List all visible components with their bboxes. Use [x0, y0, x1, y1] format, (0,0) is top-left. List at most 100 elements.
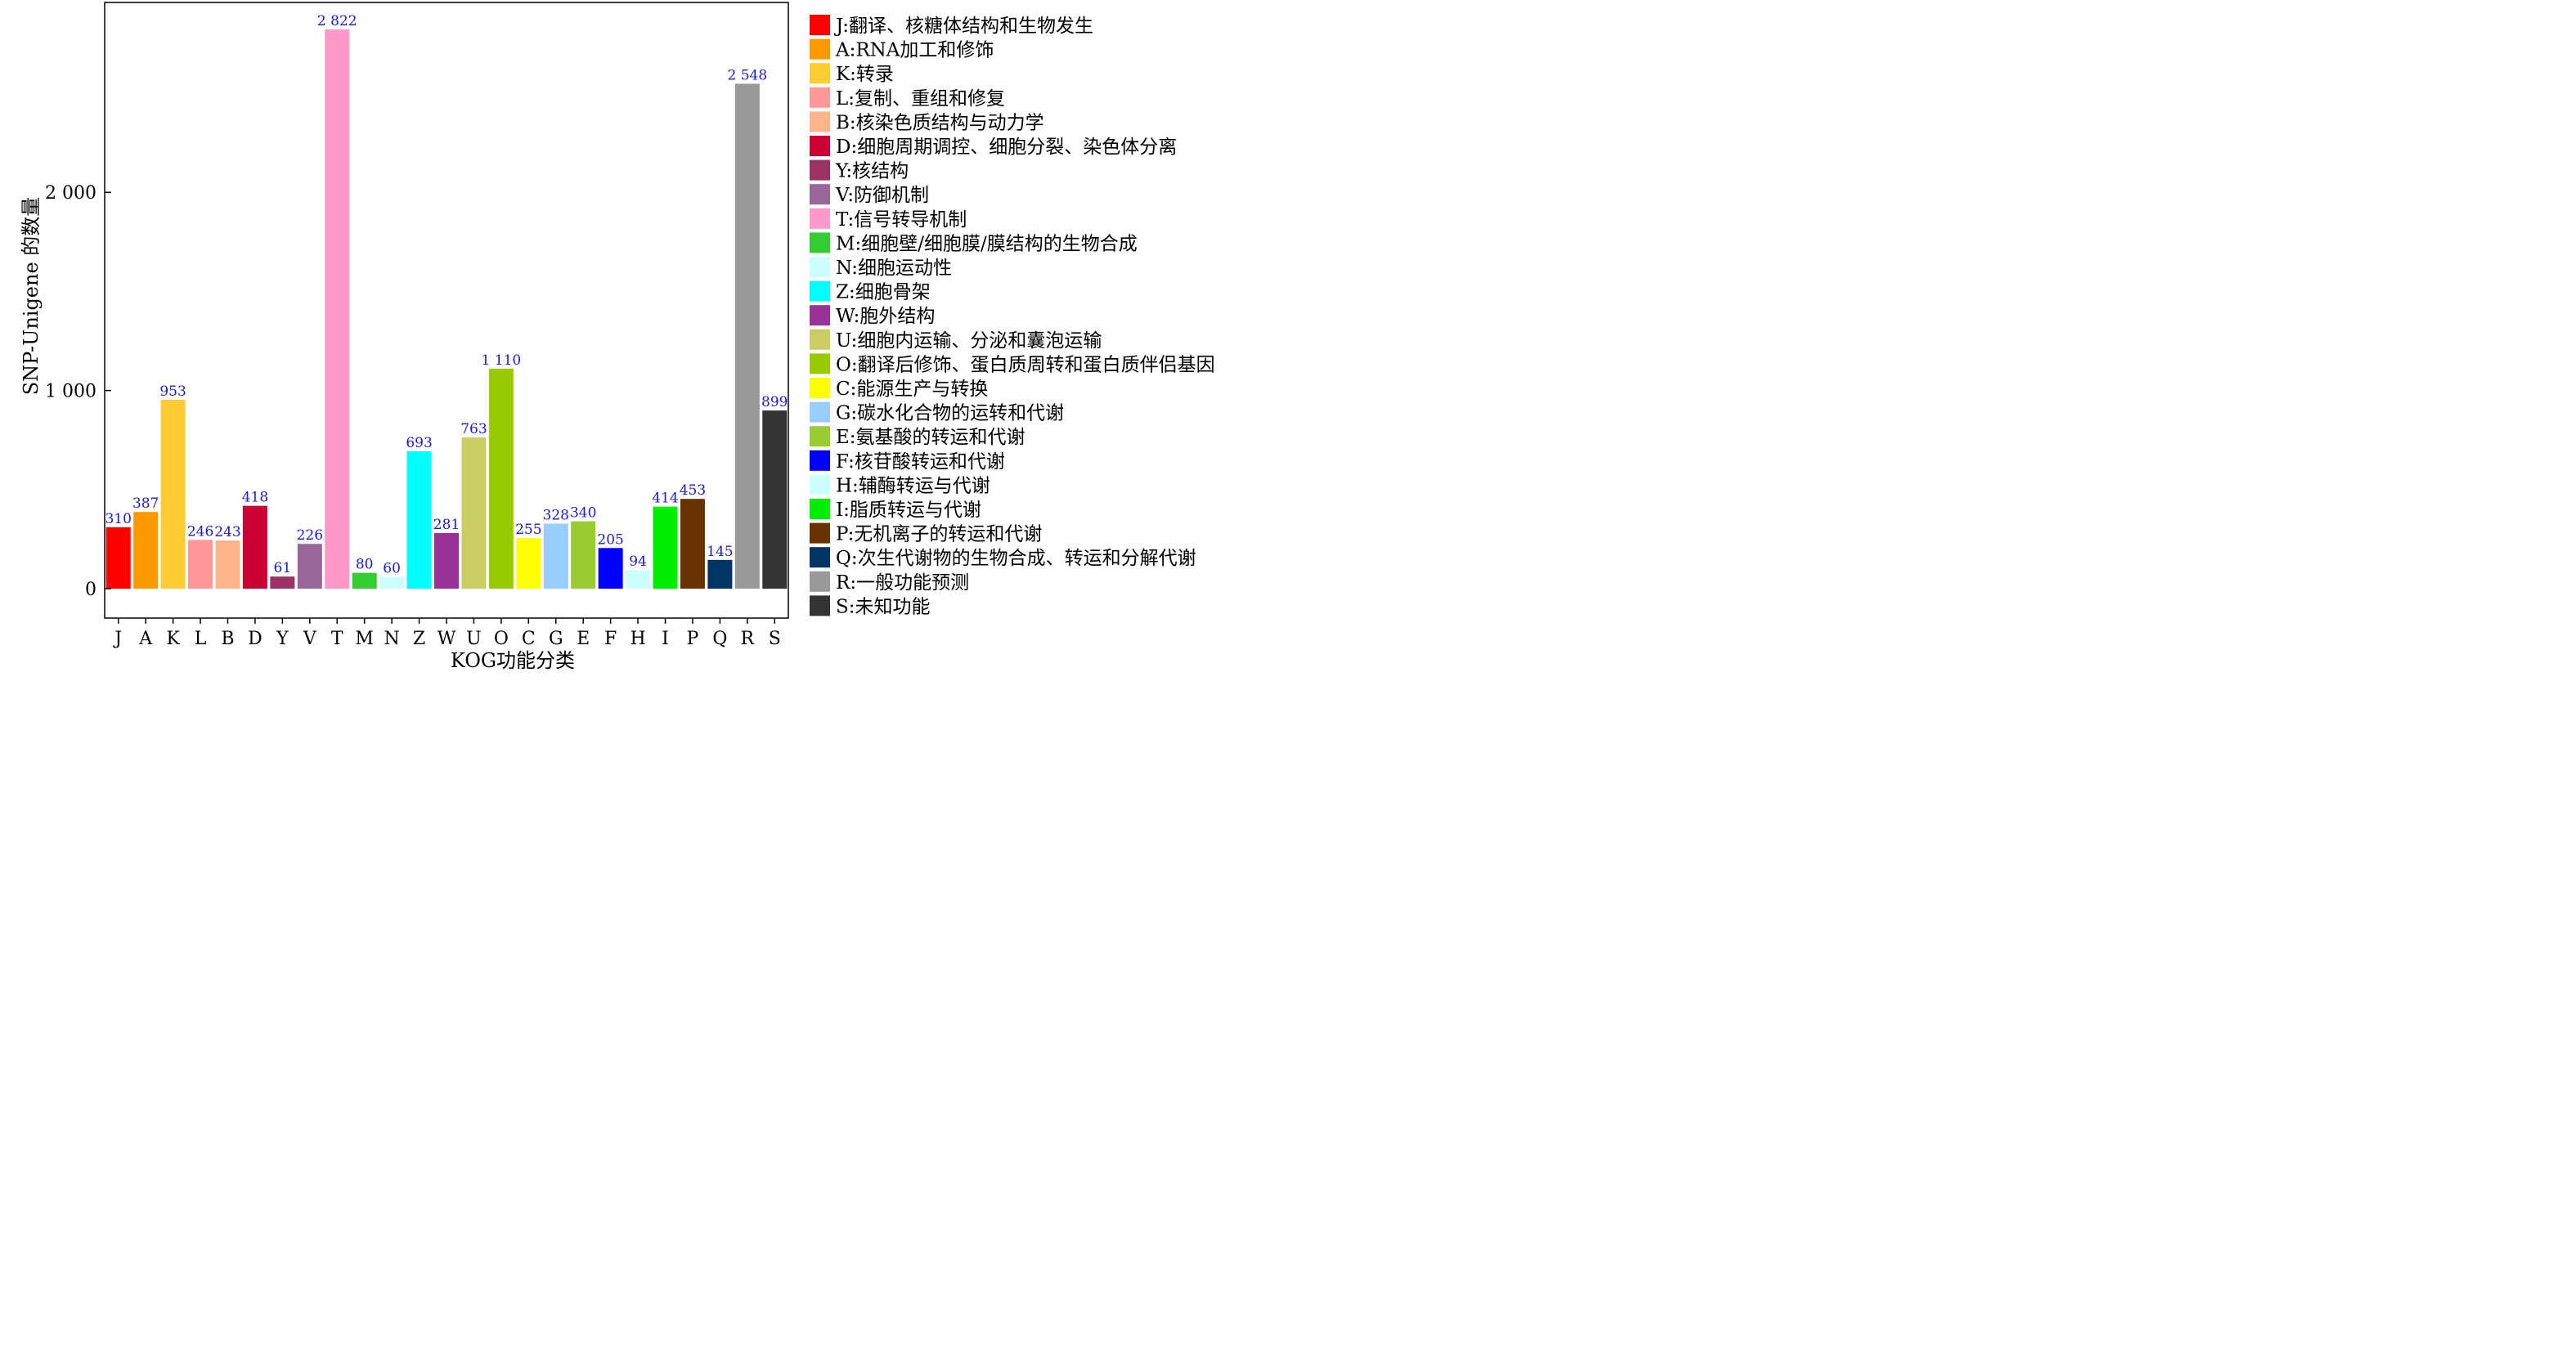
- legend-label-W: W:胞外结构: [836, 306, 935, 327]
- legend-swatch-M: [810, 232, 830, 253]
- legend-item-M: M:细胞壁/细胞膜/膜结构的生物合成: [810, 232, 1138, 254]
- bar-Y: [270, 576, 295, 589]
- legend-swatch-N: [810, 257, 830, 277]
- legend-swatch-K: [810, 63, 830, 84]
- x-tick-label-Y: Y: [276, 629, 289, 649]
- legend-swatch-V: [810, 184, 830, 205]
- legend-label-B: B:核染色质结构与动力学: [836, 112, 1044, 133]
- x-tick-label-S: S: [769, 629, 781, 649]
- value-label-B: 243: [214, 524, 240, 540]
- bar-J: [105, 527, 131, 589]
- x-tick-label-P: P: [687, 629, 699, 649]
- value-label-T: 2 822: [317, 13, 357, 29]
- x-tick-label-W: W: [438, 629, 456, 649]
- legend-swatch-L: [810, 87, 830, 108]
- x-tick-label-E: E: [577, 629, 590, 649]
- y-tick-label: 2 000: [45, 183, 96, 204]
- y-tick-label: 0: [85, 580, 96, 600]
- legend-swatch-I: [810, 499, 830, 519]
- x-tick-label-F: F: [604, 629, 617, 649]
- value-label-N: 60: [383, 560, 401, 576]
- legend-label-V: V:防御机制: [835, 185, 929, 206]
- legend-label-S: S:未知功能: [836, 596, 931, 617]
- legend-item-V: V:防御机制: [810, 184, 929, 206]
- x-tick-label-J: J: [113, 629, 122, 649]
- bar-D: [242, 505, 267, 589]
- legend-swatch-P: [810, 522, 830, 544]
- bar-P: [680, 499, 705, 589]
- legend-item-K: K:转录: [810, 63, 894, 85]
- value-label-W: 281: [433, 517, 460, 533]
- y-tick-label: 1 000: [45, 382, 96, 402]
- legend-label-P: P:无机离子的转运和代谢: [836, 524, 1042, 545]
- value-label-F: 205: [597, 531, 623, 548]
- legend-swatch-Y: [810, 159, 830, 181]
- legend-item-C: C:能源生产与转换: [810, 378, 988, 400]
- legend-swatch-G: [810, 401, 830, 423]
- bar-W: [434, 532, 459, 589]
- x-tick-label-A: A: [138, 629, 153, 649]
- legend-swatch-C: [810, 378, 830, 398]
- legend-swatch-J: [810, 15, 830, 35]
- legend-swatch-T: [810, 208, 830, 229]
- y-axis-title: SNP-Unigene 的数量: [20, 197, 43, 396]
- value-label-Z: 693: [406, 435, 432, 451]
- legend-label-T: T:信号转导机制: [836, 209, 967, 231]
- x-tick-label-L: L: [195, 629, 207, 649]
- bar-K: [160, 400, 186, 589]
- legend-label-C: C:能源生产与转换: [836, 379, 988, 400]
- value-label-H: 94: [629, 554, 647, 570]
- bar-Q: [707, 559, 733, 589]
- legend-item-Z: Z:细胞骨架: [810, 280, 931, 303]
- legend-label-E: E:氨基酸的转运和代谢: [836, 427, 1025, 448]
- legend-item-E: E:氨基酸的转运和代谢: [810, 426, 1025, 448]
- x-tick-label-D: D: [248, 629, 263, 649]
- bar-N: [379, 576, 405, 589]
- x-tick-label-H: H: [630, 629, 645, 649]
- legend-item-U: U:细胞内运输、分泌和囊泡运输: [810, 329, 1102, 352]
- value-label-K: 953: [159, 383, 186, 400]
- bar-S: [762, 410, 788, 589]
- legend-item-G: G:碳水化合物的运转和代谢: [810, 401, 1064, 424]
- legend-label-R: R:一般功能预测: [836, 572, 969, 594]
- value-label-J: 310: [105, 511, 131, 527]
- legend: J:翻译、核糖体结构和生物发生 A:RNA加工和修饰 K:转录 L:复制、重组和修复B…: [810, 15, 1215, 617]
- legend-label-I: I:脂质转运与代谢: [836, 500, 981, 521]
- x-tick-label-Z: Z: [413, 629, 425, 649]
- legend-item-S: S:未知功能: [810, 595, 931, 617]
- legend-label-F: F:核苷酸转运和代谢: [836, 451, 1005, 473]
- value-label-P: 453: [680, 482, 706, 499]
- legend-swatch-E: [810, 426, 830, 447]
- legend-item-N: N:细胞运动性: [810, 257, 952, 279]
- value-label-R: 2 548: [728, 67, 768, 83]
- legend-item-O: O:翻译后修饰、蛋白质周转和蛋白质伴侣基因: [810, 353, 1215, 375]
- bar-R: [734, 83, 760, 589]
- value-label-M: 80: [356, 557, 374, 573]
- bar-O: [488, 368, 514, 589]
- legend-label-N: N:细胞运动性: [836, 258, 952, 279]
- value-label-A: 387: [132, 495, 159, 512]
- x-axis-title: KOG功能分类: [451, 649, 575, 672]
- x-tick-label-K: K: [166, 629, 180, 649]
- legend-swatch-B: [810, 111, 830, 132]
- legend-label-L: L:复制、重组和修复: [836, 88, 1005, 110]
- legend-label-K: K:转录: [836, 64, 894, 85]
- legend-item-Y: Y:核结构: [810, 159, 909, 182]
- legend-item-R: R:一般功能预测: [810, 571, 969, 594]
- x-tick-label-G: G: [549, 629, 563, 649]
- bar-V: [297, 544, 322, 589]
- x-tick-label-N: N: [384, 629, 399, 649]
- value-label-C: 255: [515, 522, 541, 538]
- legend-label-A: A:RNA加工和修饰: [835, 40, 994, 61]
- x-tick-label-T: T: [331, 629, 343, 649]
- legend-item-Q: Q:次生代谢物的生物合成、转运和分解代谢: [810, 547, 1196, 569]
- legend-label-Q: Q:次生代谢物的生物合成、转运和分解代谢: [836, 548, 1196, 569]
- x-tick-label-Q: Q: [712, 629, 727, 649]
- value-label-V: 226: [297, 527, 323, 544]
- legend-swatch-H: [810, 474, 830, 495]
- x-tick-label-C: C: [522, 629, 536, 649]
- value-label-D: 418: [242, 490, 268, 506]
- bar-C: [516, 538, 541, 589]
- legend-label-M: M:细胞壁/细胞膜/膜结构的生物合成: [836, 233, 1138, 254]
